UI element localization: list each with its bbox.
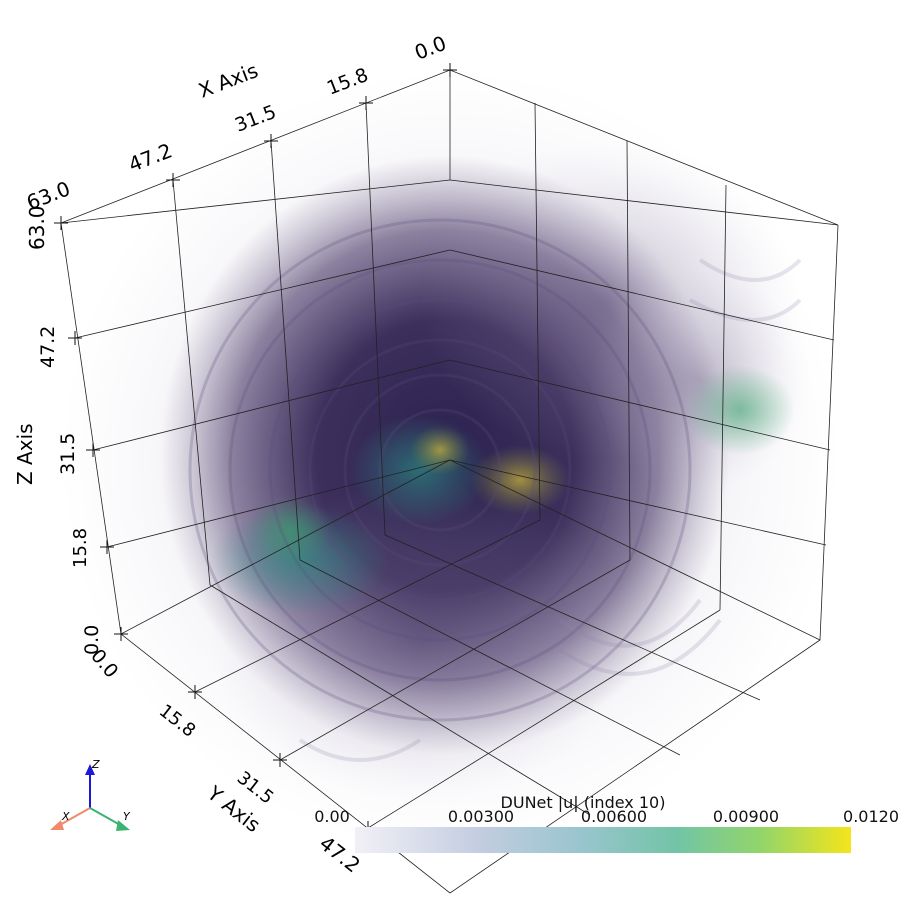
colorbar-tick-0: 0.00	[314, 807, 350, 826]
orientation-z-label: Z	[91, 758, 100, 771]
z-tick-3: 47.2	[37, 326, 59, 368]
z-axis: Z Axis 63.0 47.2 31.5 15.8 0.0	[13, 205, 103, 655]
x-arrow-icon	[50, 820, 64, 830]
z-axis-title: Z Axis	[13, 423, 37, 485]
colorbar-tick-2: 0.00600	[581, 807, 647, 826]
x-tick-0: 0.0	[411, 31, 449, 65]
z-tick-1: 15.8	[70, 528, 91, 568]
orientation-widget[interactable]: Z X Y	[50, 758, 131, 831]
colorbar-gradient	[355, 827, 851, 853]
colorbar: DUNet |u| (index 10) 0.00 0.00300 0.0060…	[314, 793, 899, 853]
z-tick-2: 31.5	[57, 433, 79, 475]
volume-render	[60, 70, 840, 850]
colorbar-tick-1: 0.00300	[448, 807, 514, 826]
x-tick-3: 47.2	[125, 138, 175, 176]
z-tick-0: 0.0	[81, 625, 103, 655]
tick-marks	[54, 63, 457, 835]
colorbar-title: DUNet |u| (index 10)	[501, 793, 666, 812]
orientation-x-label: X	[61, 810, 70, 823]
grid-lines	[60, 69, 839, 894]
colorbar-tick-3: 0.00900	[713, 807, 779, 826]
z-arrow-icon	[85, 764, 95, 775]
z-tick-4: 63.0	[25, 205, 49, 250]
y-arrow-icon	[116, 820, 130, 831]
x-axis-title: X Axis	[195, 58, 261, 102]
colorbar-tick-4: 0.0120	[843, 807, 899, 826]
orientation-y-label: Y	[123, 810, 131, 823]
